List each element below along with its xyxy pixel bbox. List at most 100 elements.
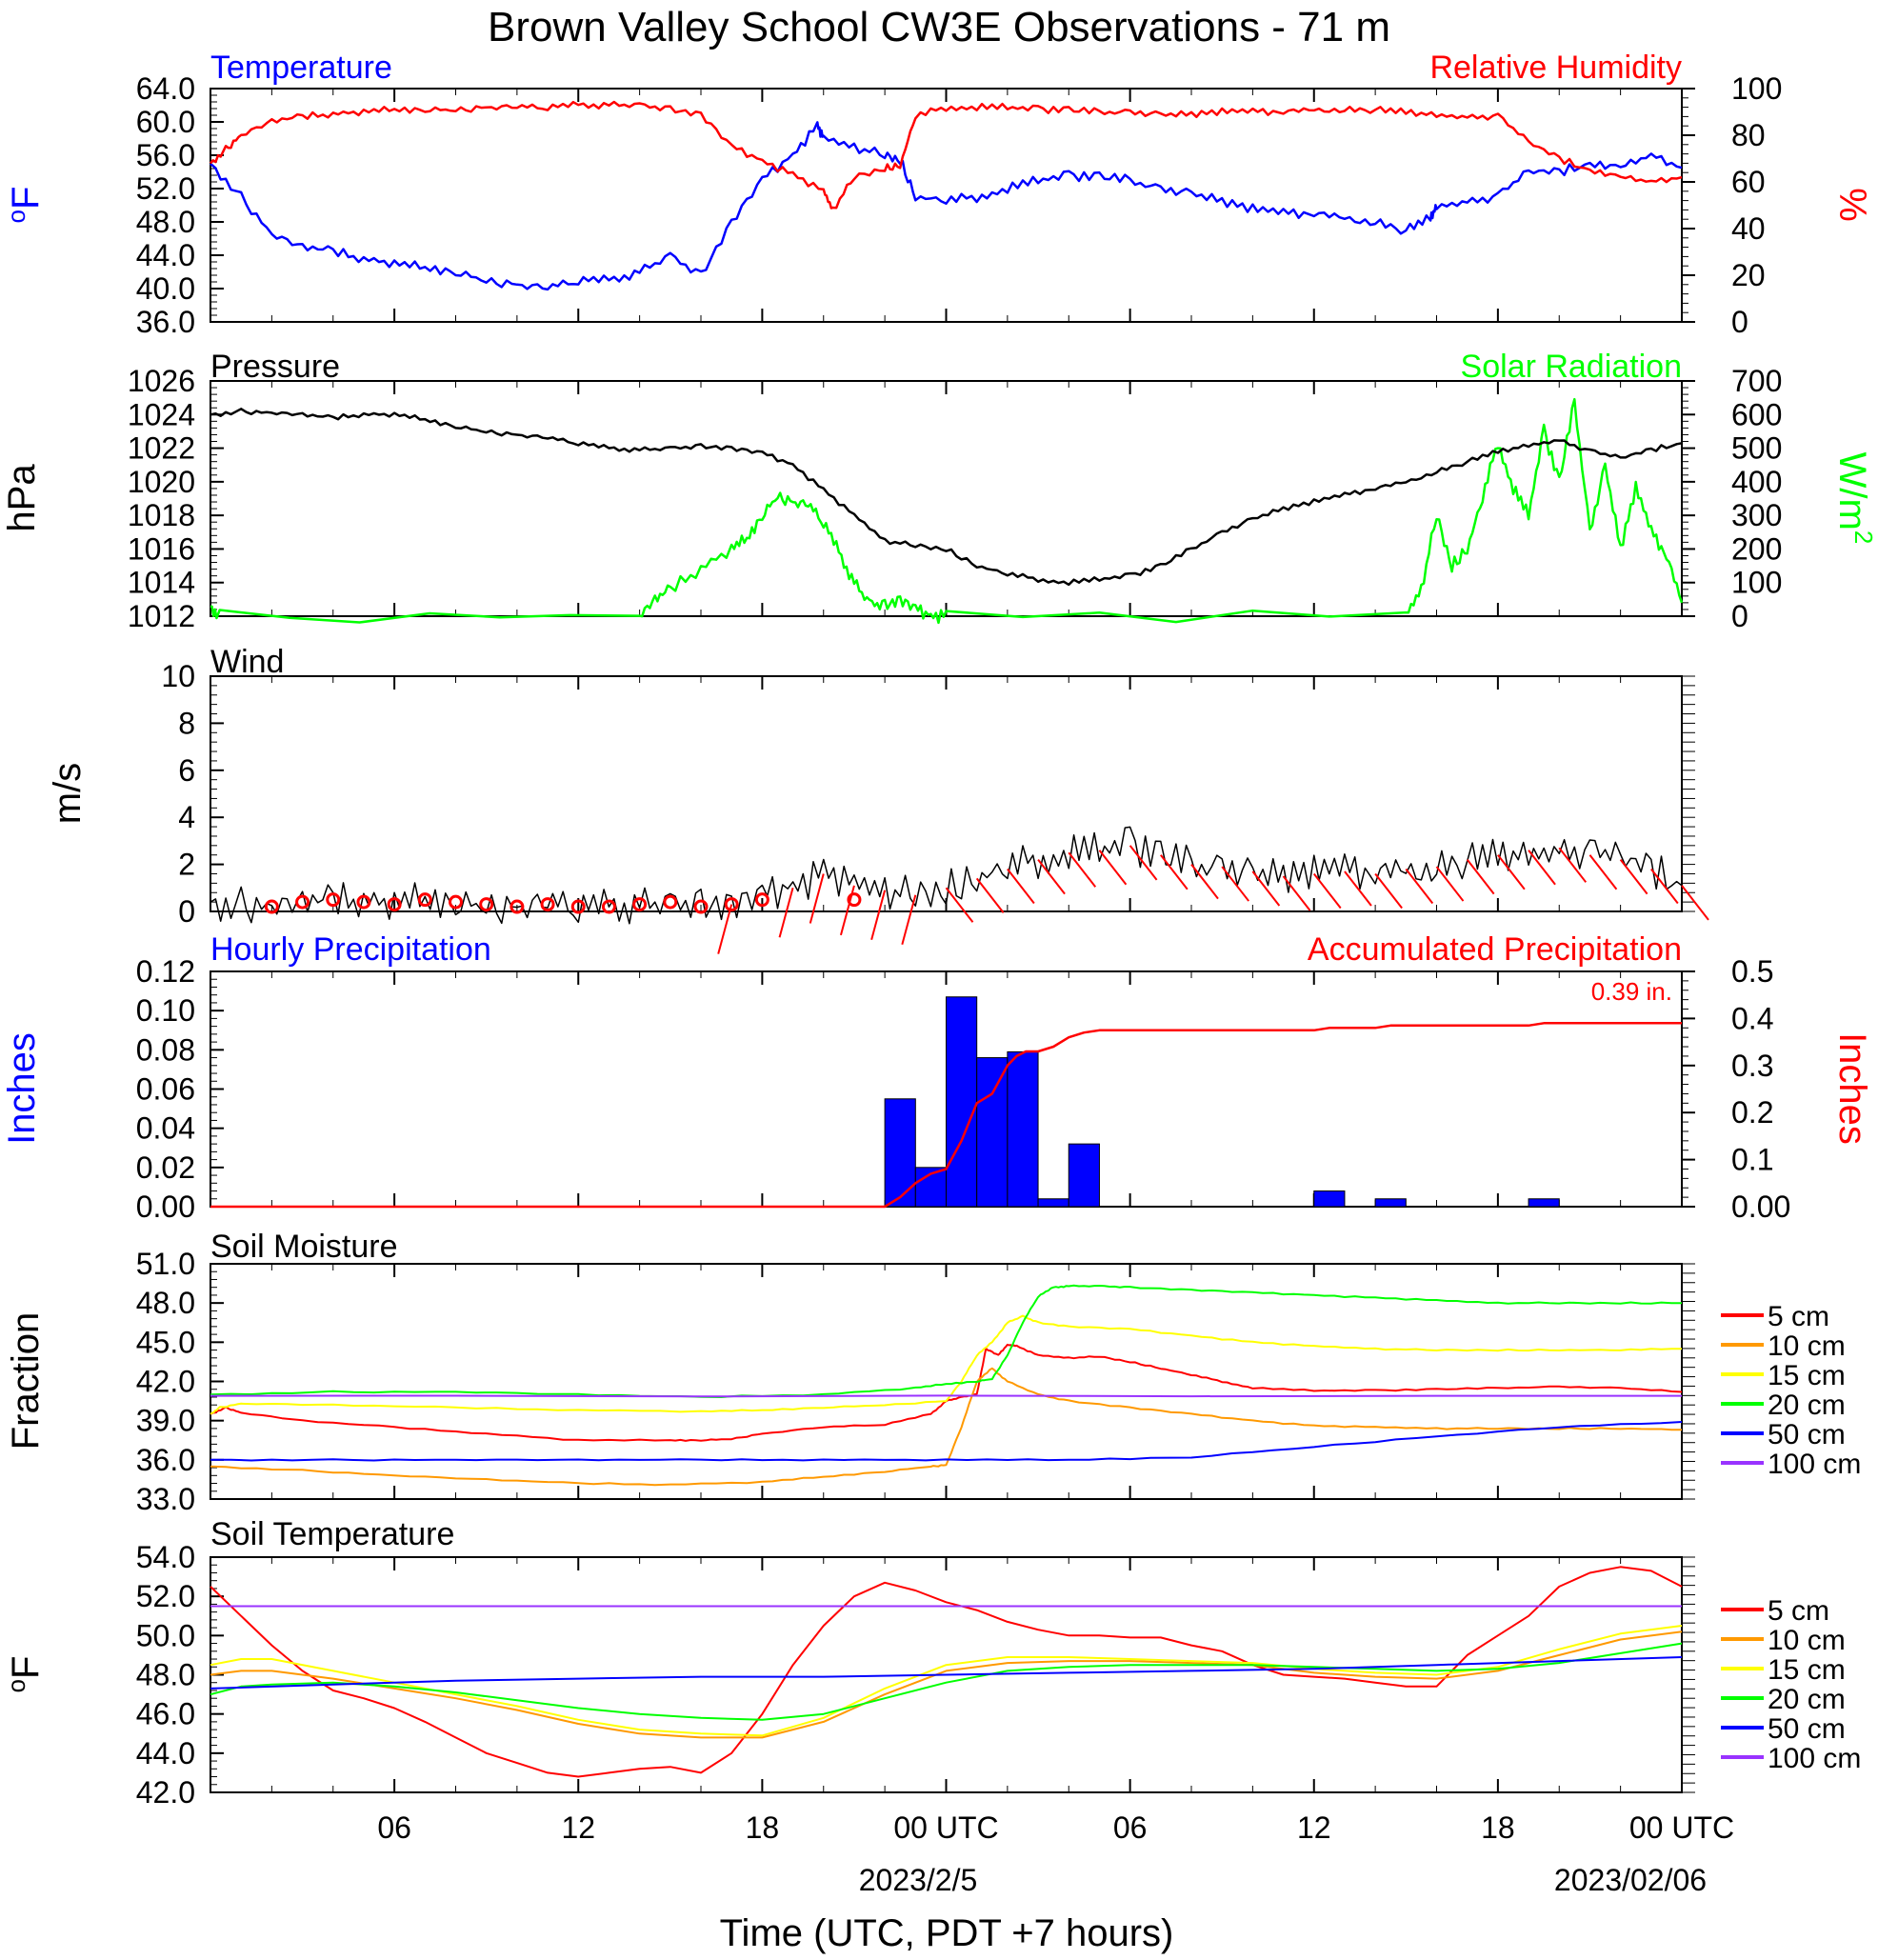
y-right-tick-label: 0.5: [1731, 954, 1773, 989]
precip-bars-and-line: [210, 996, 1682, 1209]
soil-moisture-line: [210, 1314, 1682, 1415]
x-tick-label: 06: [377, 1810, 411, 1845]
panel-temperature-humidity: Temperature Relative Humidity oF % 64.06…: [2, 50, 1873, 339]
soil-temperature-line: [210, 1630, 1683, 1739]
wind-yticks: 10 8 6 4 2 0: [161, 659, 224, 929]
wind-barb: [1681, 885, 1709, 921]
legend-label: 10 cm: [1768, 1330, 1846, 1362]
soil-temperature-line: [210, 1625, 1683, 1737]
y-tick-label: 51.0: [136, 1247, 195, 1281]
y-right-tick-label: 0: [1731, 599, 1748, 633]
y-tick-label: 48.0: [136, 1658, 195, 1692]
panel-pressure-solar: Pressure Solar Radiation hPa W/m2 102610…: [1, 349, 1878, 633]
calm-wind-marker: [387, 897, 402, 912]
y-tick-label: 40.0: [136, 271, 195, 306]
y-right-tick-label: 600: [1731, 397, 1782, 431]
y-right-tick-label: 700: [1731, 364, 1782, 398]
calm-wind-marker: [847, 892, 862, 908]
hourly-precip-bar: [976, 1057, 1009, 1208]
soil-moisture-lines: [210, 1284, 1683, 1487]
y-tick-label: 44.0: [136, 238, 195, 272]
y-tick-label: 1022: [128, 431, 195, 466]
soil-moisture-line: [210, 1421, 1683, 1462]
y-right-tick-label: 0.1: [1731, 1143, 1773, 1177]
date-label-1: 2023/2/5: [859, 1863, 978, 1897]
y-right-tick-label: 200: [1731, 531, 1782, 566]
wind-title: Wind: [210, 644, 284, 680]
calm-wind-marker: [601, 899, 616, 914]
hourly-precip-bar: [1068, 1143, 1100, 1208]
calm-wind-marker: [724, 897, 739, 912]
accum-precip-yticks: 0.5 0.4 0.3 0.2 0.1 0.00: [1682, 954, 1790, 1224]
y-tick-label: 52.0: [136, 1579, 195, 1613]
panel-wind: Wind m/s 10 8 6 4 2 0: [47, 644, 1709, 954]
soil-moisture-line: [210, 1394, 1682, 1398]
y-tick-label: 1016: [128, 531, 195, 566]
humidity-line: [210, 100, 1683, 210]
soil-moisture-line: [210, 1367, 1683, 1487]
wind-barb: [901, 894, 917, 945]
soil-temperature-lines: [210, 1566, 1683, 1778]
x-tick-label: 18: [1481, 1810, 1515, 1845]
y-tick-label: 44.0: [136, 1736, 195, 1770]
y-tick-label: 0.10: [136, 993, 195, 1028]
accumulated-precip-line: [210, 1022, 1682, 1209]
soil-temperature-right-ticks: [1682, 1556, 1695, 1793]
y-right-tick-label: 100: [1731, 566, 1782, 600]
hourly-precip-bar: [1037, 1198, 1069, 1208]
y-tick-label: 0.12: [136, 954, 195, 989]
x-tick-label: 12: [1297, 1810, 1331, 1845]
legend-label: 15 cm: [1768, 1360, 1846, 1391]
y-right-tick-label: 80: [1731, 118, 1766, 152]
y-tick-label: 33.0: [136, 1482, 195, 1516]
calm-wind-marker: [509, 899, 525, 914]
wind-barb: [1619, 859, 1648, 895]
wind-barb: [1344, 870, 1372, 907]
accum-precip-ylabel: Inches: [1831, 1032, 1873, 1145]
y-tick-label: 1014: [128, 566, 195, 600]
calm-wind-marker: [663, 894, 678, 910]
humidity-ylabel: %: [1831, 188, 1873, 222]
hourly-precip-yticks: 0.12 0.10 0.08 0.06 0.04 0.02 0.00: [136, 954, 224, 1224]
y-tick-label: 48.0: [136, 205, 195, 239]
soil-moisture-title: Soil Moisture: [210, 1229, 398, 1265]
humidity-title: Relative Humidity: [1429, 50, 1682, 86]
wind-barb: [870, 890, 887, 941]
y-tick-label: 50.0: [136, 1618, 195, 1652]
wind-barb: [1160, 854, 1189, 890]
wind-barb: [1558, 847, 1588, 883]
soil-temperature-yticks: 54.0 52.0 50.0 48.0 46.0 44.0 42.0: [136, 1540, 224, 1810]
y-right-tick-label: 500: [1731, 431, 1782, 466]
temperature-yticks: 64.060.056.052.048.044.040.036.0: [136, 71, 224, 339]
x-tick-label: 12: [561, 1810, 595, 1845]
y-tick-label: 0.04: [136, 1111, 195, 1146]
pressure-line: [210, 408, 1683, 587]
legend-label: 50 cm: [1768, 1713, 1846, 1745]
hourly-precip-bar: [884, 1098, 916, 1208]
x-tick-labels: 06 12 18 00 UTC 06 12 18 00 UTC: [377, 1810, 1734, 1845]
wind-barb: [1129, 845, 1158, 881]
soil-moisture-right-ticks: [1682, 1263, 1695, 1500]
calm-wind-marker: [449, 894, 463, 910]
hourly-precip-bar: [1313, 1190, 1346, 1208]
temperature-line: [210, 121, 1683, 291]
y-tick-label: 52.0: [136, 171, 195, 206]
calm-wind-marker: [754, 892, 769, 908]
wind-barb: [1650, 868, 1679, 905]
wind-barb: [1588, 854, 1618, 890]
humidity-yticks: 100 80 60 40 20 0: [1682, 71, 1782, 339]
wind-barb: [1374, 872, 1403, 910]
soil-moisture-yticks: 51.0 48.0 45.0 42.0 39.0 36.0 33.0: [136, 1247, 224, 1516]
pressure-solar-lines: [210, 397, 1684, 625]
y-tick-label: 48.0: [136, 1286, 195, 1320]
wind-speed-line: [210, 826, 1683, 925]
y-tick-label: 8: [178, 706, 195, 740]
y-tick-label: 2: [178, 848, 195, 882]
wind-barb: [1221, 866, 1249, 902]
y-tick-label: 36.0: [136, 305, 195, 339]
p2-xticks: [210, 381, 1683, 616]
y-tick-label: 64.0: [136, 71, 195, 106]
p1-xticks: [210, 89, 1683, 322]
y-tick-label: 0.00: [136, 1190, 195, 1224]
